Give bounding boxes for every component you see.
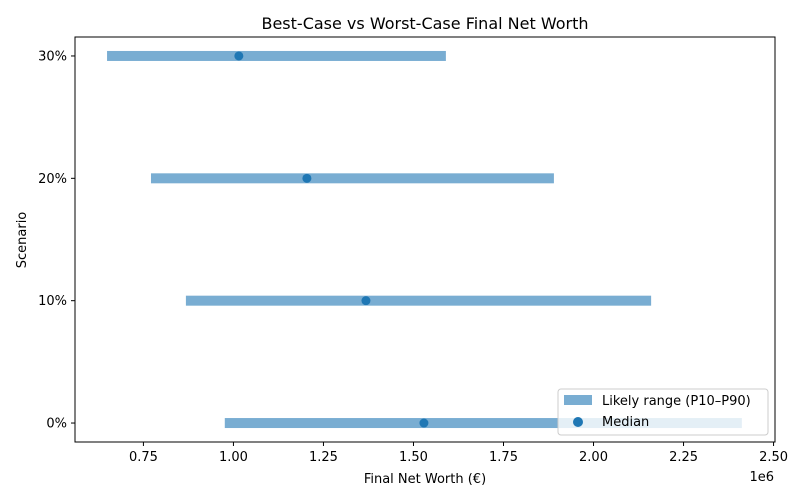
range-bar-20pct <box>150 173 554 184</box>
range-bar-10pct <box>185 295 652 306</box>
legend-range-swatch <box>564 395 592 405</box>
legend-range-label: Likely range (P10–P90) <box>602 394 751 409</box>
y-tick-label: 10% <box>38 294 67 309</box>
y-axis-label: Scenario <box>15 212 30 269</box>
x-tick-label: 2.00 <box>579 450 608 465</box>
x-axis-label: Final Net Worth (€) <box>364 472 486 487</box>
legend-box <box>557 388 769 436</box>
median-point-20pct <box>302 173 312 183</box>
x-tick-label: 2.50 <box>759 450 788 465</box>
x-tick-label: 2.25 <box>669 450 698 465</box>
y-tick-label: 30% <box>38 49 67 64</box>
chart-title: Best-Case vs Worst-Case Final Net Worth <box>261 14 588 33</box>
y-tick-label: 0% <box>46 417 67 432</box>
legend-median-marker <box>573 417 583 427</box>
y-tick-label: 20% <box>38 172 67 187</box>
x-tick-label: 1.75 <box>489 450 518 465</box>
plot-frame <box>74 36 776 443</box>
legend-median-label: Median <box>602 415 649 430</box>
median-point-0pct <box>419 418 429 428</box>
x-tick-label: 1.50 <box>399 450 428 465</box>
median-point-10pct <box>361 296 371 306</box>
x-tick-label: 1.00 <box>219 450 248 465</box>
range-bar-30pct <box>107 50 446 61</box>
x-offset-label: 1e6 <box>749 470 774 485</box>
x-tick-label: 1.25 <box>309 450 338 465</box>
legend: Likely range (P10–P90) Median <box>557 388 769 436</box>
x-tick-label: 0.75 <box>129 450 158 465</box>
median-point-30pct <box>234 51 244 61</box>
range-bar-0pct <box>224 418 742 429</box>
